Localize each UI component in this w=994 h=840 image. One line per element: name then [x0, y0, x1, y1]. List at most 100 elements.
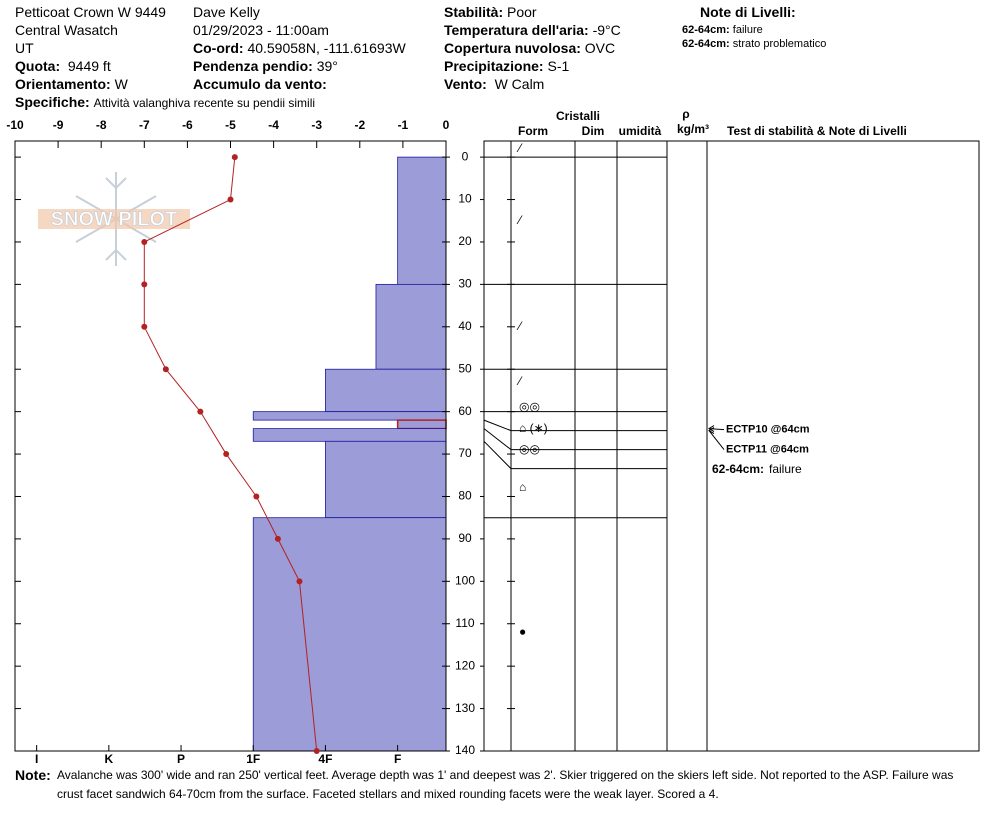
test-label: ECTP11 @64cm: [726, 444, 809, 456]
header-note: 62-64cm: strato problematico: [682, 38, 826, 50]
hardness-bar: [397, 156, 447, 285]
depth-tick-label: 20: [458, 234, 472, 248]
depth-tick-label: 40: [458, 319, 472, 333]
value: W: [114, 76, 128, 92]
datetime: 01/29/2023 - 11:00am: [193, 22, 329, 38]
depth-tick-label: 120: [455, 658, 475, 672]
depth-tick-label: 100: [455, 573, 475, 587]
test-arrow: [708, 430, 725, 450]
temp-tick-label: -7: [139, 118, 150, 132]
logo-band: [38, 209, 190, 229]
label: Copertura nuvolosa:: [444, 40, 581, 56]
temperature-point: [141, 238, 148, 245]
label: Temperatura dell'aria:: [444, 22, 589, 38]
value: 9449 ft: [67, 58, 111, 74]
footer-note: Note: Avalanche was 300' wide and ran 25…: [15, 766, 975, 804]
coord: Co-ord: 40.59058N, -111.61693W: [193, 39, 406, 57]
hardness-tick-label: 1F: [246, 752, 260, 766]
grain-form: ⁄: [516, 213, 523, 227]
specifiche: Specifiche: Attività valanghiva recente …: [15, 93, 315, 112]
test-label: ECTP10 @64cm: [726, 424, 810, 436]
value: 39°: [316, 58, 338, 74]
location: Petticoat Crown W 9449: [15, 4, 166, 20]
temp-tick-label: -9: [53, 118, 64, 132]
logo-flake: [105, 248, 127, 261]
temp-tick-label: -10: [6, 118, 24, 132]
wind-loading: Accumulo da vento:: [193, 75, 327, 93]
test-arrowhead: [708, 427, 715, 435]
note-depth: 62-64cm:: [682, 38, 730, 50]
temperature-point: [231, 154, 238, 161]
depth-tick-label: 50: [458, 361, 472, 375]
label: Co-ord:: [193, 40, 244, 56]
temperature-point: [296, 578, 303, 585]
hardness-tick-label: P: [177, 752, 185, 766]
temperature-point: [227, 196, 234, 203]
depth-tick-label: 140: [455, 743, 475, 757]
table-frame: [483, 140, 980, 752]
label: Pendenza pendio:: [193, 58, 313, 74]
temp-tick-label: -6: [182, 118, 193, 132]
logo-text: SNOW PILOT: [51, 208, 178, 230]
depth-tick-label: 30: [458, 277, 472, 291]
header-note: 62-64cm: failure: [682, 24, 763, 36]
precipitation: Precipitazione: S-1: [444, 57, 569, 75]
depth-tick-label: 10: [458, 192, 472, 206]
footer-text: Avalanche was 300' wide and ran 250' ver…: [57, 768, 954, 801]
hardness-bar: [252, 428, 447, 442]
stability: Stabilità: Poor: [444, 3, 537, 21]
range: Central Wasatch: [15, 22, 118, 38]
logo-flake: [105, 177, 127, 190]
value: S-1: [547, 58, 570, 74]
column-header: ρ: [682, 107, 689, 121]
layer-note-depth: 62-64cm:: [712, 462, 764, 476]
note-depth: 62-64cm:: [682, 24, 730, 36]
column-header: Form: [518, 124, 548, 138]
temp-tick-label: -5: [225, 118, 236, 132]
column-header: Test di stabilità & Note di Livelli: [727, 124, 907, 138]
temperature-point: [253, 493, 260, 500]
depth-tick-label: 80: [458, 489, 472, 503]
hardness-bar: [325, 368, 447, 413]
depth-tick-label: 0: [462, 149, 469, 163]
note-text: strato problematico: [732, 38, 827, 50]
temp-tick-label: -3: [311, 118, 322, 132]
slope: Pendenza pendio: 39°: [193, 57, 338, 75]
air-temp: Temperatura dell'aria: -9°C: [444, 21, 621, 39]
value: -9°C: [592, 22, 621, 38]
note-text: failure: [732, 24, 763, 36]
grain-form: ⌂ (∗): [519, 421, 548, 435]
temp-tick-label: -8: [96, 118, 107, 132]
temp-tick-label: -2: [354, 118, 365, 132]
temperature-point: [223, 451, 230, 458]
value: W Calm: [494, 76, 545, 92]
label: Orientamento:: [15, 76, 111, 92]
grain-form: ◎◎: [519, 442, 540, 456]
temperature-line: [143, 157, 318, 752]
value: Attività valanghiva recente su pendii si…: [93, 96, 316, 110]
depth-tick-label: 130: [455, 701, 475, 715]
quota: Quota: 9449 ft: [15, 57, 111, 75]
temperature-point: [313, 748, 320, 754]
observer: Dave Kelly: [193, 4, 260, 20]
label: Vento:: [444, 76, 487, 92]
label: Stabilità:: [444, 4, 504, 20]
column-header: Cristalli: [556, 109, 600, 123]
hardness-tick-label: I: [35, 752, 38, 766]
notes-title: Note di Livelli:: [700, 4, 796, 20]
label: Precipitazione:: [444, 58, 544, 74]
grain-form: ◎◎: [519, 400, 540, 414]
column-header: Dim: [582, 124, 605, 138]
label: Specifiche:: [15, 94, 90, 110]
hardness-bar: [396, 419, 447, 430]
label: Quota:: [15, 58, 61, 74]
value: Poor: [507, 4, 537, 20]
orientation: Orientamento: W: [15, 75, 128, 93]
grain-form: ⁄: [516, 141, 523, 155]
layer-note-text: failure: [769, 462, 802, 476]
column-header: umidità: [619, 124, 662, 138]
state: UT: [15, 40, 34, 56]
hardness-bar: [252, 411, 447, 421]
label: Accumulo da vento:: [193, 76, 327, 92]
